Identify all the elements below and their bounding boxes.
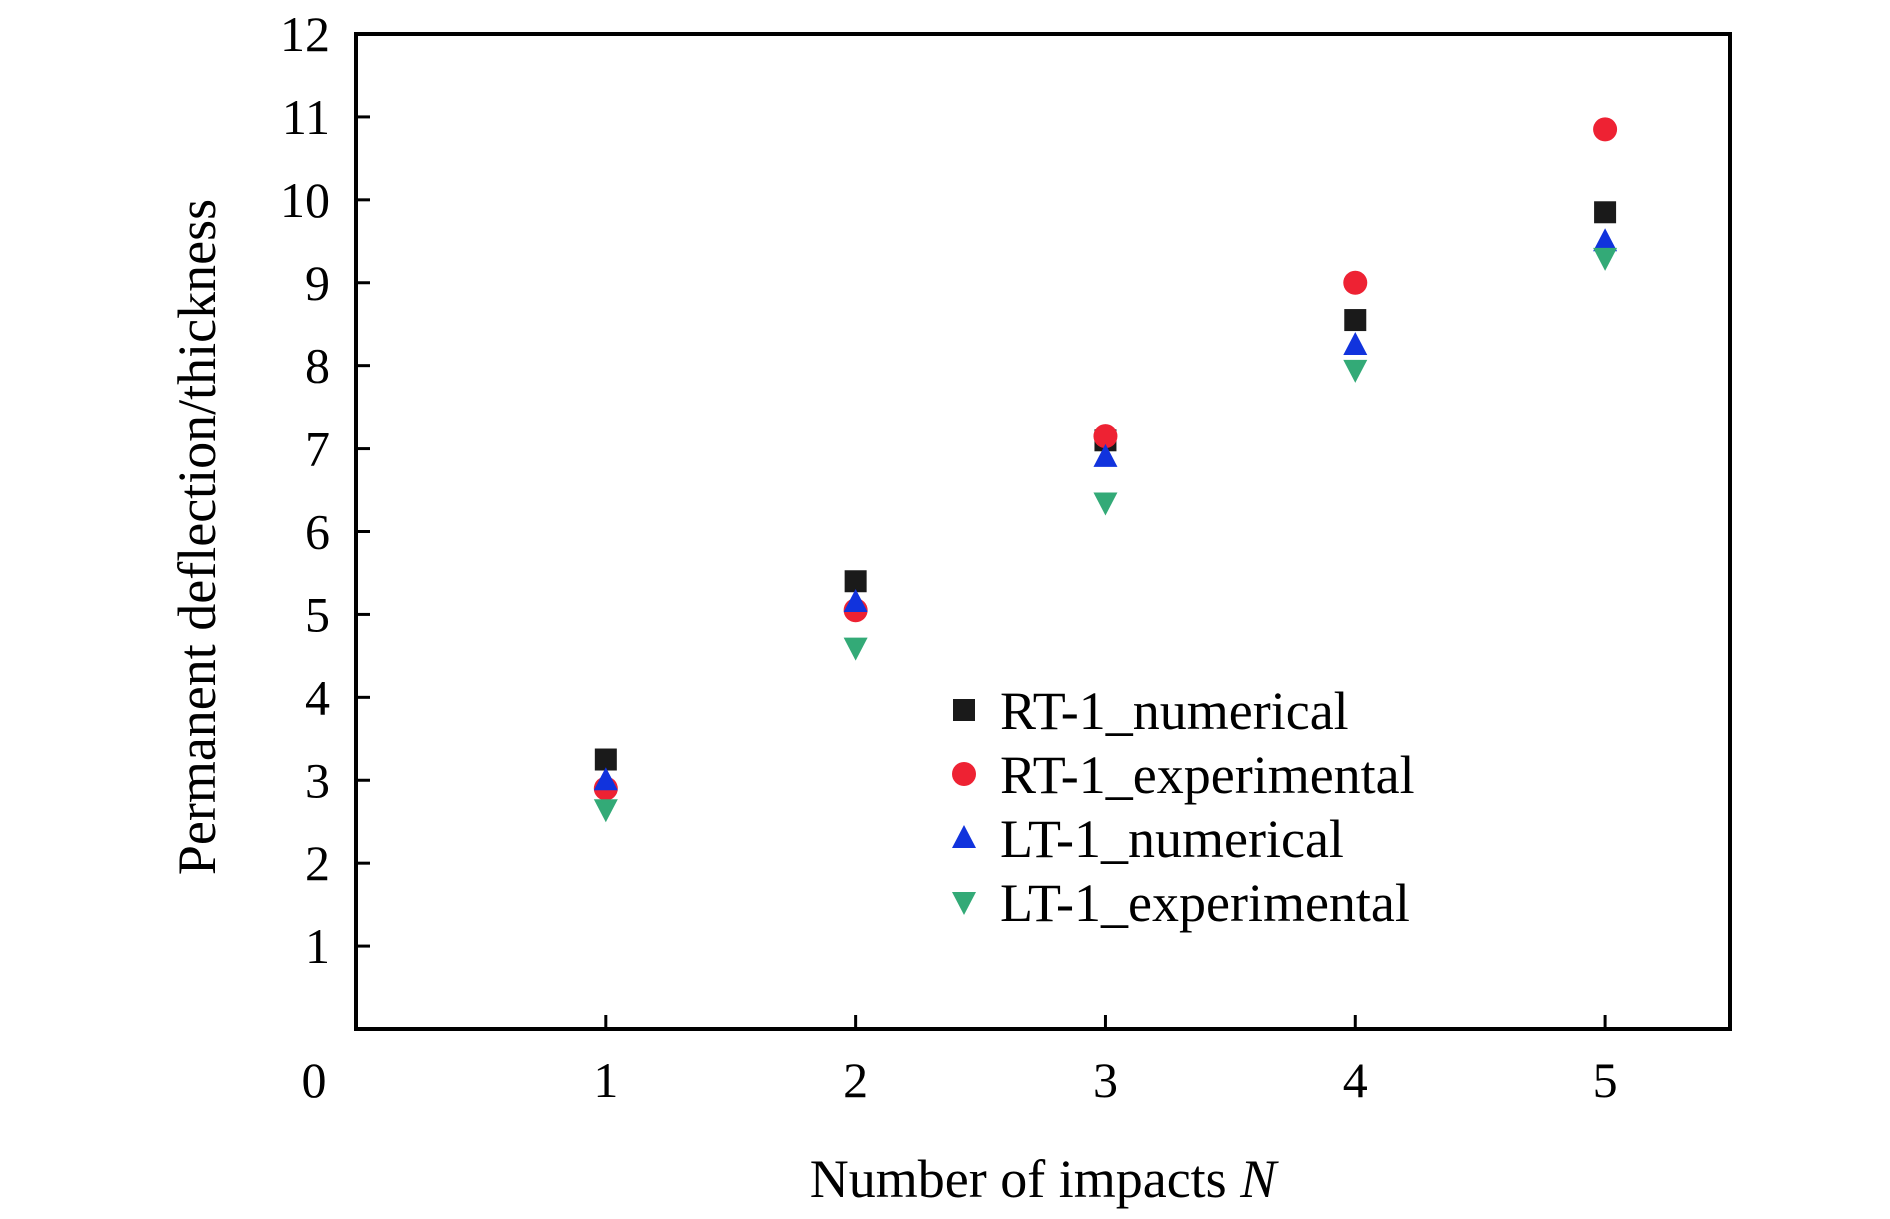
data-point xyxy=(844,570,867,593)
y-tick-label: 8 xyxy=(305,338,330,394)
legend-marker xyxy=(952,825,976,848)
y-tick-label: 12 xyxy=(280,6,330,62)
legend-item: RT-1_numerical xyxy=(953,681,1349,741)
y-tick-label: 10 xyxy=(280,172,330,228)
x-tick-label: 3 xyxy=(1093,1052,1118,1108)
data-point xyxy=(1093,492,1118,516)
data-point xyxy=(1593,117,1618,142)
legend-marker xyxy=(952,762,976,786)
series-LT-1_experimental xyxy=(593,247,1618,823)
y-axis-title: Permanent deflection/thickness xyxy=(167,199,227,875)
data-point xyxy=(1593,228,1618,252)
data-point xyxy=(1593,247,1618,271)
x-tick-label: 2 xyxy=(843,1052,868,1108)
data-point xyxy=(843,588,868,612)
x-axis-title-variable: N xyxy=(1239,1149,1279,1209)
legend-marker xyxy=(953,699,975,721)
data-point xyxy=(593,767,618,791)
y-tick-label: 6 xyxy=(305,504,330,560)
origin-label: 0 xyxy=(302,1052,327,1108)
x-tick-label: 4 xyxy=(1343,1052,1368,1108)
y-tick-label: 7 xyxy=(305,421,330,477)
data-point xyxy=(1343,359,1368,383)
y-tick-label: 2 xyxy=(305,835,330,891)
x-axis-title: Number of impacts N xyxy=(810,1149,1279,1209)
legend-label: LT-1_experimental xyxy=(1000,873,1410,933)
data-point xyxy=(593,799,618,823)
x-axis-title-text: Number of impacts xyxy=(810,1149,1227,1209)
series-LT-1_numerical xyxy=(593,228,1618,791)
data-point xyxy=(594,748,617,771)
data-point xyxy=(1093,443,1118,467)
data-point xyxy=(843,637,868,661)
legend-marker xyxy=(952,892,976,915)
legend-item: RT-1_experimental xyxy=(952,745,1415,805)
data-point xyxy=(1343,270,1368,295)
legend-item: LT-1_experimental xyxy=(952,873,1410,933)
legend-label: RT-1_experimental xyxy=(1000,745,1415,805)
y-tick-label: 3 xyxy=(305,752,330,808)
legend-label: RT-1_numerical xyxy=(1000,681,1349,741)
data-points xyxy=(593,117,1618,823)
data-point xyxy=(1594,201,1617,224)
x-tick-label: 1 xyxy=(593,1052,618,1108)
data-point xyxy=(1093,424,1118,449)
legend-item: LT-1_numerical xyxy=(952,809,1344,869)
y-tick-label: 4 xyxy=(305,669,330,725)
y-tick-label: 1 xyxy=(305,918,330,974)
y-tick-label: 9 xyxy=(305,255,330,311)
legend-label: LT-1_numerical xyxy=(1000,809,1344,869)
x-tick-label: 5 xyxy=(1593,1052,1618,1108)
data-point xyxy=(1344,309,1367,332)
x-axis-ticks: 1 2 3 4 5 xyxy=(593,1015,1618,1108)
y-tick-label: 11 xyxy=(282,89,330,145)
data-point xyxy=(1343,331,1368,355)
legend: RT-1_numericalRT-1_experimentalLT-1_nume… xyxy=(952,681,1415,933)
y-tick-label: 5 xyxy=(305,586,330,642)
